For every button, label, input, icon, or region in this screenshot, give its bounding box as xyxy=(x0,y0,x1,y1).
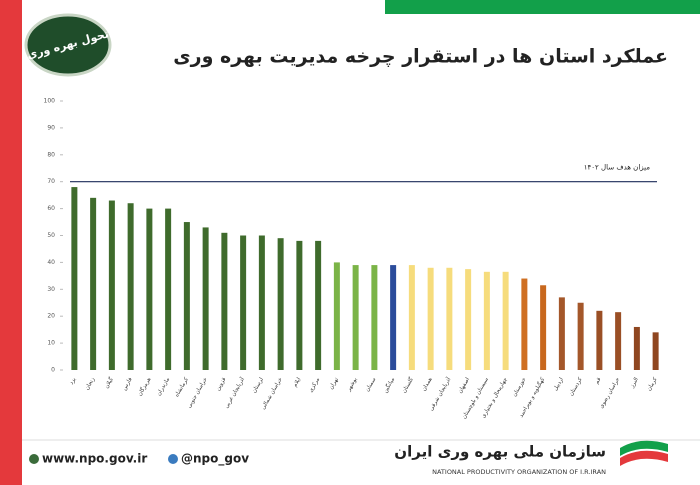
bar xyxy=(352,265,359,370)
y-tick-label: 70 xyxy=(47,178,55,185)
green-stripe xyxy=(385,0,700,14)
handle: @npo_gov xyxy=(181,452,249,467)
y-tick-label: 60 xyxy=(47,205,55,212)
x-tick-label: قم xyxy=(594,376,603,385)
bar xyxy=(90,197,97,370)
bar xyxy=(127,203,134,370)
bar xyxy=(577,302,584,370)
org-name: سازمان ملی بهره وری ایران xyxy=(394,443,606,461)
x-tick-label: گیلان xyxy=(103,376,115,390)
y-tick-label: 40 xyxy=(47,259,55,266)
y-tick-label: 20 xyxy=(47,313,55,320)
bar xyxy=(540,285,547,370)
y-tick-label: 10 xyxy=(47,340,55,347)
x-tick-label: مرکزی xyxy=(307,376,321,393)
x-tick-label: بوشهر xyxy=(346,376,359,393)
chart-title: عملکرد استان ها در استقرار چرخه مدیریت ب… xyxy=(173,46,668,68)
telegram-icon xyxy=(168,454,178,464)
bar xyxy=(558,297,565,370)
x-tick-label: خوزستان xyxy=(512,377,528,398)
x-tick-label: لرستان xyxy=(251,376,265,394)
x-tick-label: یزد xyxy=(69,376,78,385)
bar xyxy=(108,200,115,370)
x-tick-label: اصفهان xyxy=(457,376,471,394)
bar xyxy=(71,187,78,370)
x-tick-label: خراسان جنوبی xyxy=(186,377,208,409)
logo-green xyxy=(620,440,668,456)
bar xyxy=(183,222,190,370)
bar xyxy=(221,232,228,370)
x-tick-label: کرمانشاه xyxy=(173,376,190,398)
x-tick-label: زنجان xyxy=(84,376,96,391)
bar xyxy=(633,326,640,370)
bar xyxy=(521,278,528,370)
x-tick-label: فارس xyxy=(122,376,134,391)
bar xyxy=(258,235,265,370)
bar xyxy=(596,310,603,370)
x-tick-label: خراسان رضوی xyxy=(599,377,621,410)
y-tick-label: 100 xyxy=(44,98,56,105)
x-tick-label: هرمزگان xyxy=(136,376,152,397)
x-tick-label: گلستان xyxy=(400,376,415,394)
bar xyxy=(371,265,378,370)
bar xyxy=(502,271,509,370)
badge xyxy=(24,13,112,77)
x-tick-label: میانگین xyxy=(382,376,396,394)
x-tick-label: اردبیل xyxy=(553,376,565,392)
org-name-en: NATIONAL PRODUCTIVITY ORGANIZATION OF I.… xyxy=(432,468,606,476)
x-tick-label: البرز xyxy=(629,376,640,389)
website: www.npo.gov.ir xyxy=(42,452,147,466)
x-tick-label: همدان xyxy=(421,377,434,393)
x-tick-label: کرمان xyxy=(645,376,658,392)
bar xyxy=(146,208,153,370)
y-tick-label: 80 xyxy=(47,151,55,158)
bar xyxy=(652,332,659,370)
bar xyxy=(277,238,284,370)
x-tick-label: کردستان xyxy=(568,376,584,397)
target-label: میزان هدف سال ۱۴۰۲ xyxy=(584,164,650,172)
x-tick-label: قزوین xyxy=(215,376,227,391)
x-tick-label: تهران xyxy=(328,376,340,390)
x-tick-label: سمنان xyxy=(365,376,378,392)
bar xyxy=(202,227,209,370)
y-tick-label: 0 xyxy=(51,367,55,374)
bar xyxy=(165,208,172,370)
bar xyxy=(446,267,453,370)
bar xyxy=(333,262,340,370)
x-tick-label: خراسان شمالی xyxy=(261,377,284,411)
bar xyxy=(408,265,415,370)
bar xyxy=(315,240,322,370)
bar xyxy=(483,271,490,370)
web-icon xyxy=(29,454,39,464)
bar xyxy=(296,240,303,370)
y-tick-label: 90 xyxy=(47,124,55,131)
y-tick-label: 30 xyxy=(47,286,55,293)
bar xyxy=(240,235,247,370)
bar xyxy=(615,312,622,370)
bar xyxy=(427,267,434,370)
red-stripe xyxy=(0,0,22,485)
logo-red xyxy=(620,450,668,466)
x-tick-label: مازندران xyxy=(156,377,171,397)
y-tick-label: 50 xyxy=(47,232,55,239)
bar xyxy=(465,269,472,370)
bar xyxy=(390,265,397,370)
x-tick-label: ایلام xyxy=(292,376,302,388)
